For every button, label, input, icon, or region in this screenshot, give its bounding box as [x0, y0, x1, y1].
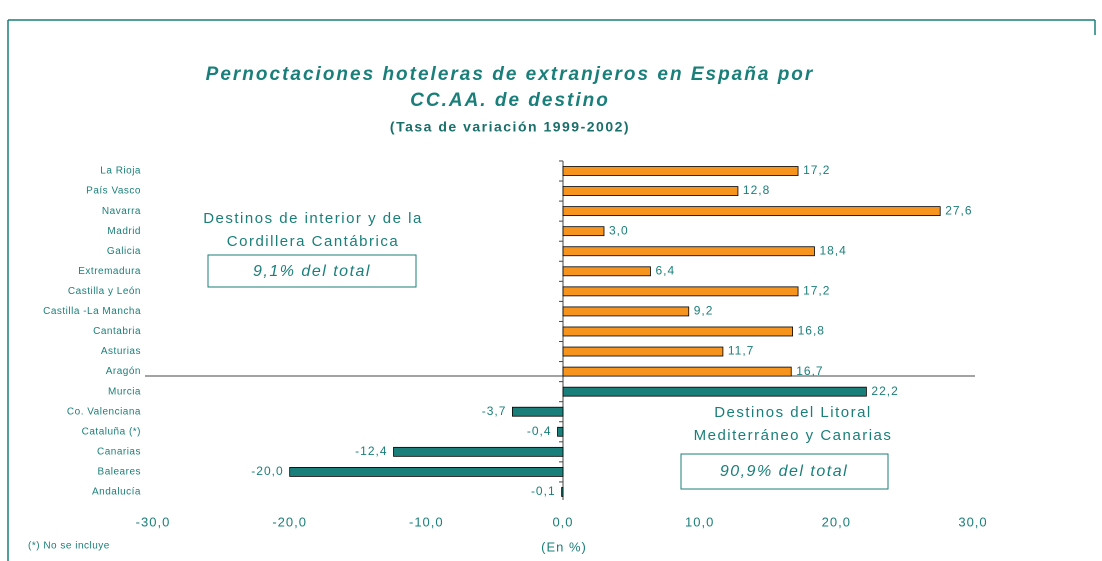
value-label: 27,6: [945, 203, 972, 217]
y-tick-label: Castilla y León: [68, 286, 141, 297]
x-tick-label: 30,0: [958, 514, 987, 529]
y-tick-label: Navarra: [102, 206, 141, 217]
bar: [393, 446, 564, 457]
x-tick-label: 20,0: [822, 514, 851, 529]
bar: [562, 186, 739, 196]
annotation-box-text: 9,1% del total: [253, 263, 371, 280]
bar: [562, 306, 690, 317]
value-label: 16,7: [796, 364, 823, 378]
value-label: 11,7: [728, 344, 754, 358]
x-tick-label: 10,0: [685, 514, 714, 529]
annotation: Destinos de interior y de la: [203, 210, 423, 227]
value-label: 9,2: [694, 304, 714, 318]
y-tick-label: Extremadura: [78, 266, 141, 277]
value-label: 18,4: [819, 243, 846, 257]
x-tick-label: -10,0: [409, 514, 444, 529]
y-tick-label: País Vasco: [86, 186, 141, 197]
bar: [561, 487, 564, 497]
annotation-box-text: 90,9% del total: [720, 463, 848, 480]
annotation-box: [207, 254, 417, 288]
y-tick-label: Cantabria: [93, 326, 141, 337]
value-label: -0,1: [531, 484, 556, 498]
y-tick-label: Castilla -La Mancha: [43, 306, 141, 317]
x-axis-label: (En %): [541, 539, 587, 554]
annotation: Cordillera Cantábrica: [227, 233, 399, 250]
y-tick-label: Galicia: [107, 246, 141, 257]
annotation-box: [680, 453, 889, 490]
y-tick-label: Aragón: [106, 366, 141, 377]
bar: [562, 346, 724, 357]
value-label: 16,8: [798, 324, 825, 338]
bar: [557, 426, 564, 437]
y-tick-label: Baleares: [98, 467, 141, 478]
value-label: 6,4: [655, 263, 675, 277]
chart-title: CC.AA. de destino: [410, 90, 610, 111]
value-label: 3,0: [609, 223, 629, 237]
bar: [562, 246, 815, 257]
value-label: 17,2: [803, 163, 830, 177]
value-label: -3,7: [482, 404, 507, 418]
y-tick-label: Canarias: [97, 446, 141, 457]
bar: [562, 166, 799, 176]
bar: [562, 326, 794, 337]
y-tick-label: Cataluña (*): [82, 426, 141, 437]
y-tick-label: Murcia: [108, 386, 141, 397]
bar: [562, 366, 792, 377]
value-label: -0,4: [527, 424, 552, 438]
chart-title: Pernoctaciones hoteleras de extranjeros …: [206, 64, 815, 85]
value-label: -20,0: [251, 464, 283, 478]
x-tick-label: -20,0: [272, 514, 307, 529]
bar: [512, 406, 564, 417]
y-tick-label: Madrid: [107, 226, 141, 237]
bar: [562, 386, 867, 397]
bar: [289, 466, 564, 477]
y-tick-label: Andalucía: [92, 487, 141, 498]
x-tick-label: 0,0: [552, 514, 573, 529]
value-label: -12,4: [355, 444, 387, 458]
bar: [562, 206, 941, 217]
annotation: Mediterráneo y Canarias: [694, 427, 893, 444]
bar: [562, 286, 799, 297]
y-tick-label: Co. Valenciana: [67, 406, 141, 417]
x-tick-label: -30,0: [136, 514, 171, 529]
chart-subtitle: (Tasa de variación 1999-2002): [390, 119, 630, 135]
y-tick-label: Asturias: [101, 346, 141, 357]
value-label: 12,8: [743, 183, 770, 197]
value-label: 17,2: [803, 284, 830, 298]
footnote: (*) No se incluye: [28, 541, 110, 552]
y-tick-label: La Rioja: [100, 166, 141, 177]
annotation: Destinos del Litoral: [714, 404, 872, 421]
bar: [562, 266, 651, 277]
bar: [562, 226, 605, 237]
value-label: 22,2: [871, 384, 898, 398]
